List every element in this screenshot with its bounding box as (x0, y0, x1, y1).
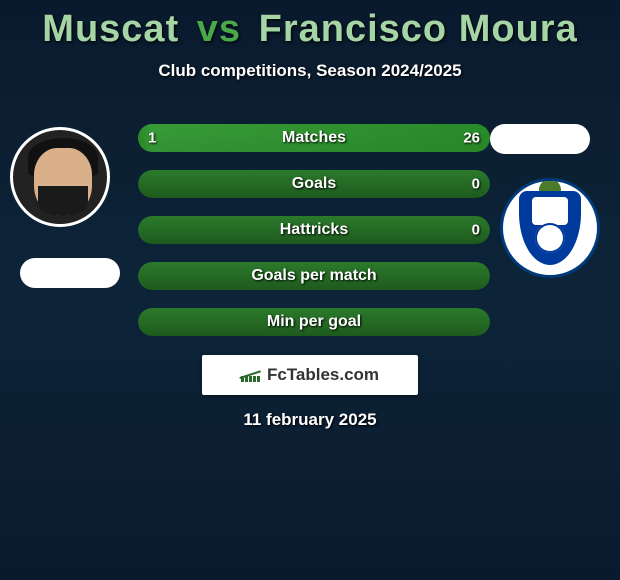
brand-box: FcTables.com (202, 355, 418, 395)
stat-value-right: 0 (472, 222, 480, 239)
crest-inner (532, 197, 568, 225)
stat-bar-row: Hattricks 0 (138, 216, 490, 244)
player1-flag (20, 258, 120, 288)
stat-bar-row: Matches 1 26 (138, 124, 490, 152)
player1-avatar (10, 127, 110, 227)
stat-label: Hattricks (280, 221, 348, 239)
subtitle: Club competitions, Season 2024/2025 (0, 61, 620, 81)
date-label: 11 february 2025 (0, 410, 620, 430)
stat-bar-row: Goals 0 (138, 170, 490, 198)
stat-value-left: 1 (148, 130, 156, 147)
player2-club-crest (500, 178, 600, 278)
stat-label: Min per goal (267, 313, 361, 331)
comparison-card: Muscat vs Francisco Moura Club competiti… (0, 0, 620, 580)
crest-ball (535, 223, 565, 253)
player2-flag (490, 124, 590, 154)
player2-name: Francisco Moura (259, 8, 578, 50)
crest-icon (519, 191, 581, 265)
avatar-beard (38, 186, 88, 216)
page-title: Muscat vs Francisco Moura (0, 0, 620, 51)
stat-bar-row: Min per goal (138, 308, 490, 336)
stat-label: Goals (292, 175, 336, 193)
stat-bars: Matches 1 26 Goals 0 Hattricks 0 Goals per matc… (138, 124, 490, 354)
chart-icon (241, 368, 261, 382)
vs-text: vs (191, 8, 247, 50)
stat-label: Goals per match (251, 267, 376, 285)
stat-value-right: 26 (463, 130, 480, 147)
stat-value-right: 0 (472, 176, 480, 193)
brand-text: FcTables.com (267, 365, 379, 385)
stat-bar-row: Goals per match (138, 262, 490, 290)
player1-name: Muscat (42, 8, 179, 50)
stat-label: Matches (282, 129, 346, 147)
